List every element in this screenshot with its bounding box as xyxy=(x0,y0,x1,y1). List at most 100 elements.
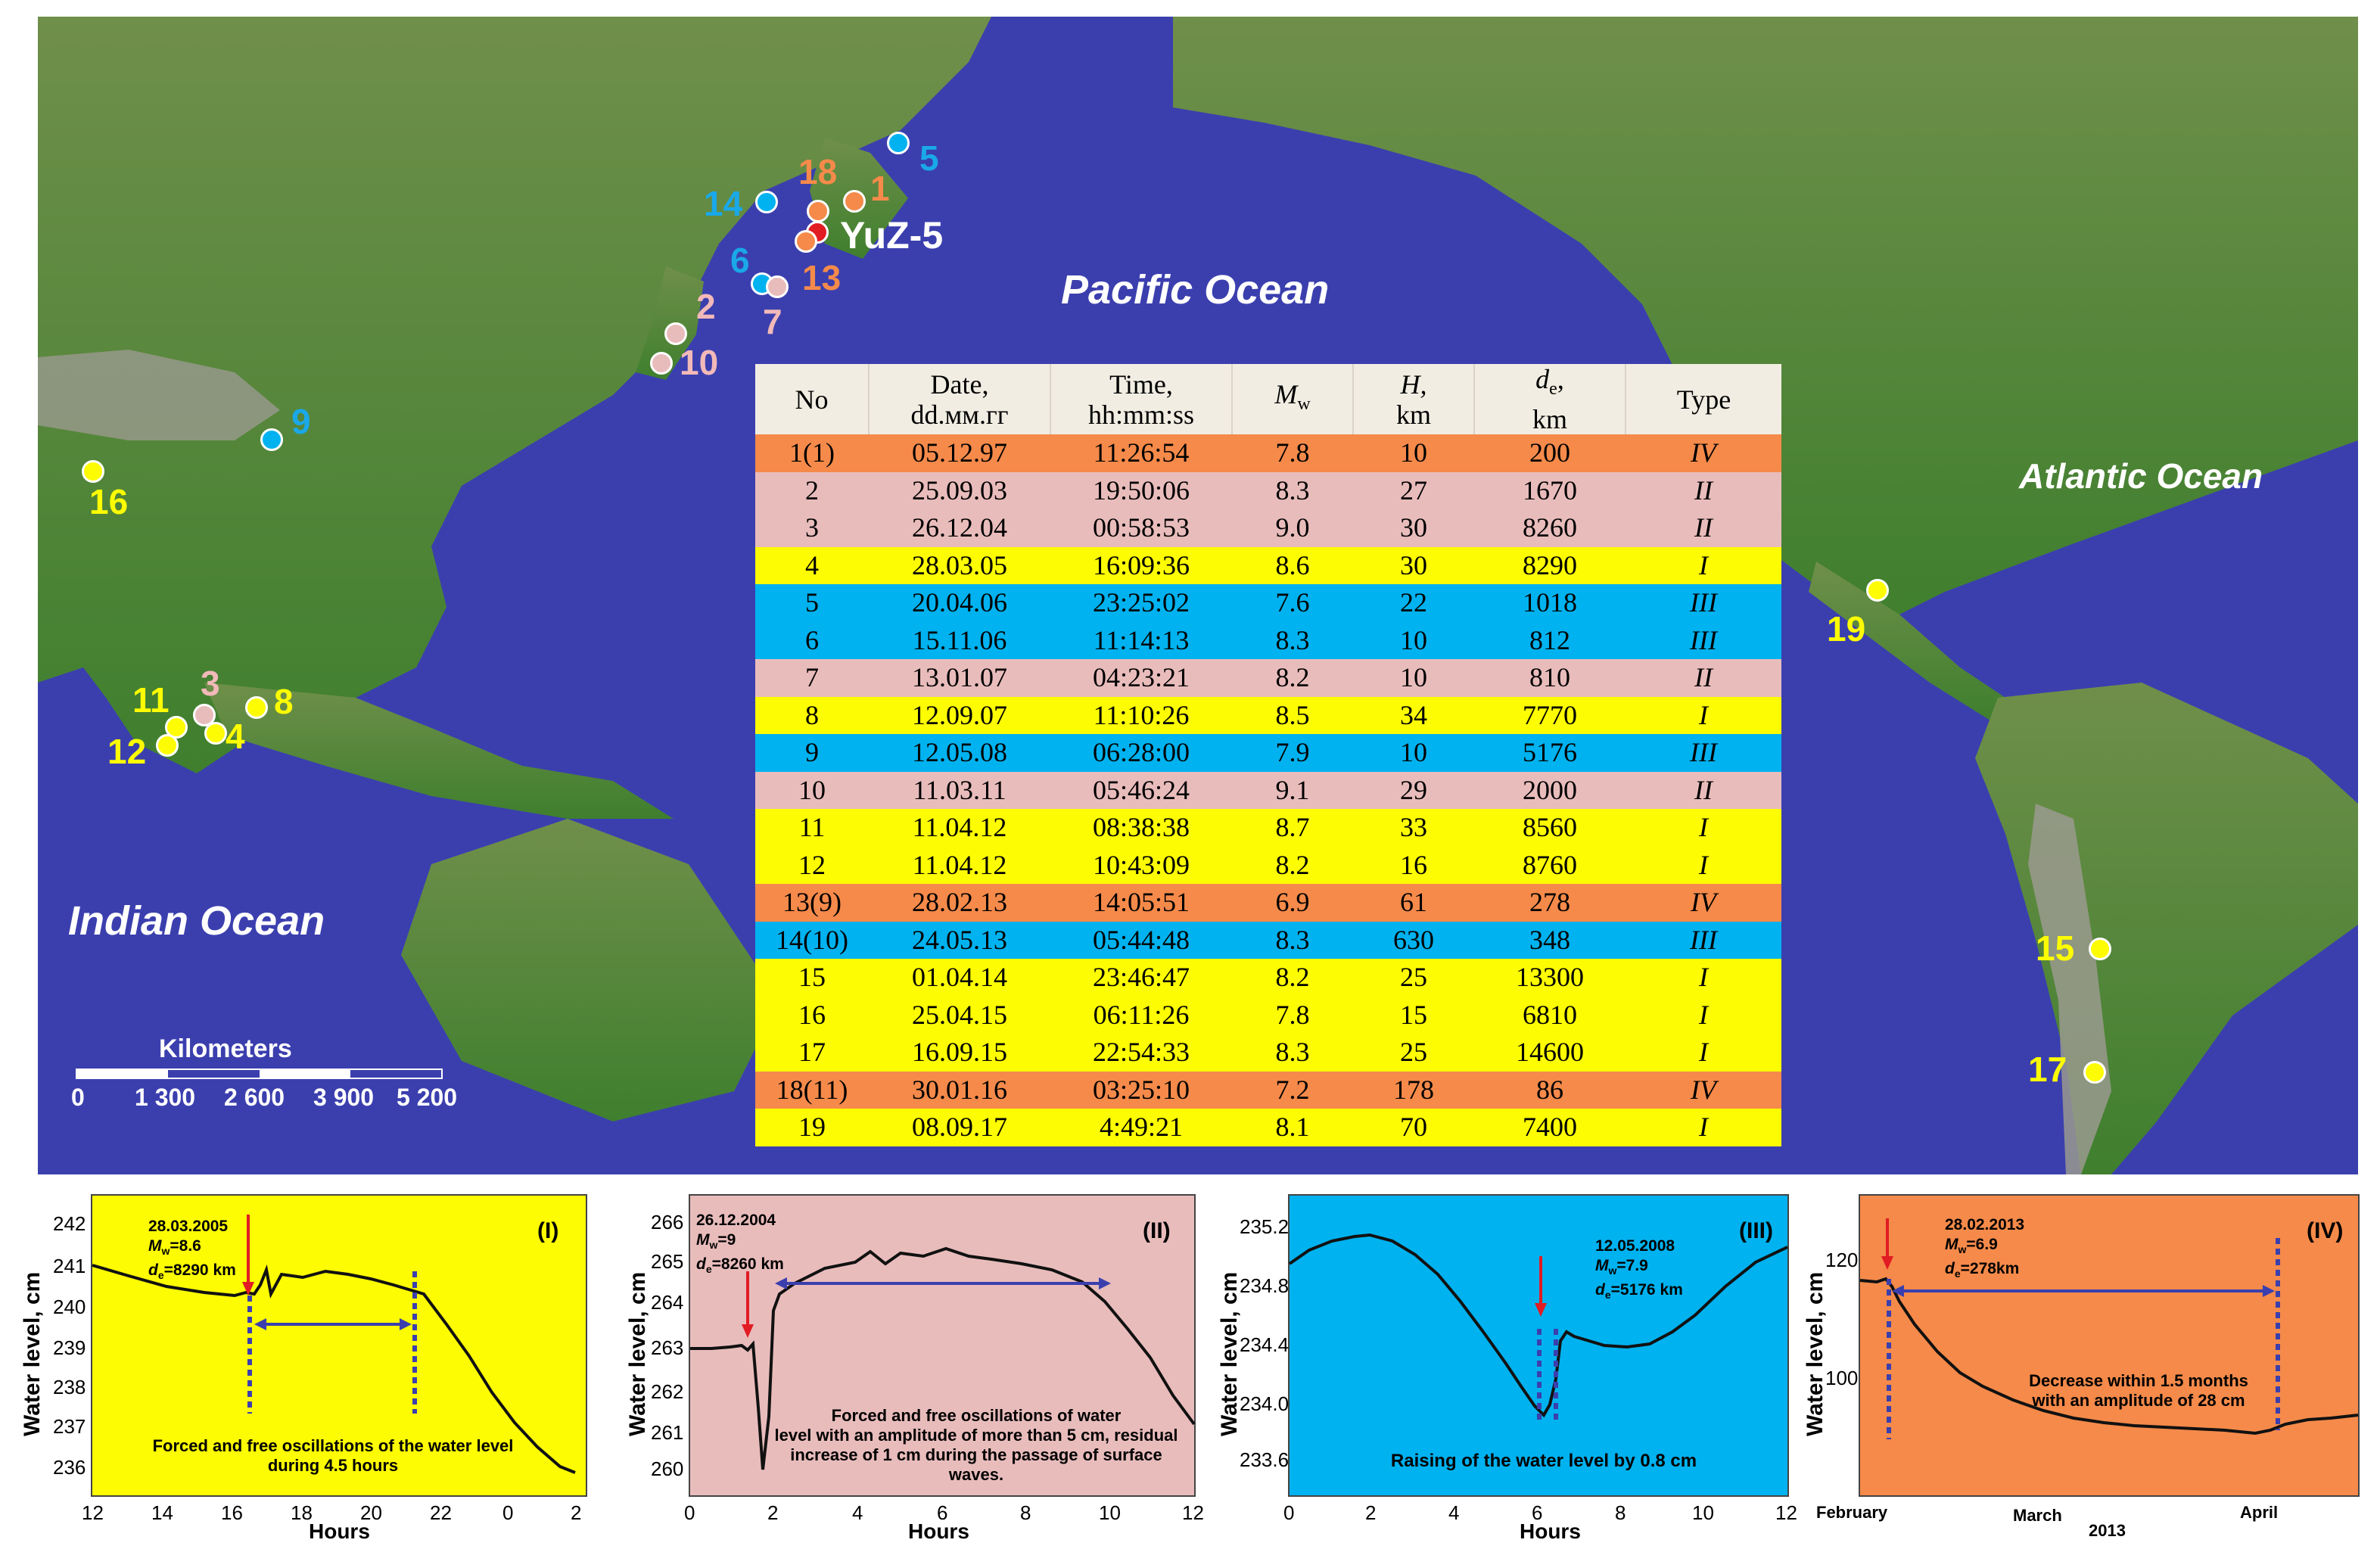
event-marker-19[interactable] xyxy=(1866,579,1889,602)
cell-mw: 8.2 xyxy=(1232,846,1353,885)
event-marker-9[interactable] xyxy=(260,428,283,451)
cell-time: 08:38:38 xyxy=(1050,809,1232,847)
cell-date: 26.12.04 xyxy=(869,509,1050,547)
event-marker-4[interactable] xyxy=(204,722,227,745)
event-label-5: 5 xyxy=(919,138,939,178)
cell-time: 05:46:24 xyxy=(1050,771,1232,810)
highland-region xyxy=(38,350,280,440)
cell-de: 13300 xyxy=(1474,959,1626,997)
y-tick: 241 xyxy=(53,1255,86,1277)
panel-annotation: Forced and free oscillations of the wate… xyxy=(152,1436,514,1475)
y-tick: 240 xyxy=(53,1296,86,1318)
cell-mw: 7.6 xyxy=(1232,584,1353,622)
cell-type: I xyxy=(1626,996,1781,1034)
panel-type-label: (IV) xyxy=(2307,1218,2344,1243)
event-marker-17[interactable] xyxy=(2083,1061,2106,1084)
north-america-landmass xyxy=(1173,17,2358,622)
x-tick: 12 xyxy=(1775,1501,1797,1524)
cell-de: 200 xyxy=(1474,434,1626,472)
indian-ocean-label: Indian Ocean xyxy=(68,898,325,944)
cell-time: 11:26:54 xyxy=(1050,434,1232,472)
quake-arrow-head xyxy=(1881,1256,1893,1270)
landmass-layer xyxy=(38,17,2358,1174)
event-marker-16[interactable] xyxy=(82,460,104,483)
panel-II: Water level, cm 266 265 264 263 262 261 … xyxy=(598,1180,1211,1546)
cell-time: 00:58:53 xyxy=(1050,509,1232,547)
water-level-line xyxy=(690,1246,1196,1470)
water-level-curve xyxy=(690,1246,1196,1470)
cell-type: III xyxy=(1626,621,1781,660)
event-marker-1[interactable] xyxy=(843,190,866,213)
panel-annotation: Forced and free oscillations of water lev… xyxy=(774,1406,1178,1484)
event-marker-14[interactable] xyxy=(755,191,778,213)
x-axis-label: 2013 xyxy=(2089,1521,2126,1540)
panel-type-label: (III) xyxy=(1739,1218,1773,1243)
event-marker-13[interactable] xyxy=(795,230,817,253)
scale-tick: 2 600 xyxy=(224,1084,285,1111)
table-row: 19 08.09.17 4:49:21 8.1 70 7400 I xyxy=(755,1109,1781,1146)
cell-no: 16 xyxy=(755,996,869,1034)
x-tick: 2 xyxy=(1365,1501,1377,1524)
header-time: Time, hh:mm:ss xyxy=(1050,364,1233,435)
event-marker-8[interactable] xyxy=(245,696,268,719)
event-marker-5[interactable] xyxy=(887,132,910,154)
cell-no: 17 xyxy=(755,1034,869,1072)
y-tick: 266 xyxy=(651,1211,684,1233)
cell-h: 34 xyxy=(1353,696,1474,735)
cell-no: 7 xyxy=(755,659,869,697)
cell-time: 19:50:06 xyxy=(1050,471,1232,510)
table-row: 2 25.09.03 19:50:06 8.3 27 1670 II xyxy=(755,471,1781,510)
x-tick: 4 xyxy=(1448,1501,1460,1524)
y-tick: 234.8 xyxy=(1240,1274,1290,1297)
station-label: YuZ-5 xyxy=(840,214,944,257)
y-tick: 262 xyxy=(651,1380,684,1403)
y-tick: 100 xyxy=(1825,1367,1859,1389)
cell-date: 08.09.17 xyxy=(869,1109,1050,1146)
header-h: H, km xyxy=(1353,364,1475,435)
cell-no: 11 xyxy=(755,809,869,847)
x-tick: February xyxy=(1816,1503,1888,1522)
event-marker-10[interactable] xyxy=(650,352,673,375)
x-tick: 6 xyxy=(1532,1501,1543,1524)
cell-h: 630 xyxy=(1353,921,1474,960)
x-tick: 14 xyxy=(151,1501,173,1524)
x-axis-label: Hours xyxy=(309,1520,370,1543)
table-row: 9 12.05.08 06:28:00 7.9 10 5176 III xyxy=(755,734,1781,772)
cell-de: 7770 xyxy=(1474,696,1626,735)
x-tick: 0 xyxy=(1283,1501,1295,1524)
event-marker-12[interactable] xyxy=(156,734,179,757)
y-tick: 260 xyxy=(651,1457,684,1480)
cell-no: 8 xyxy=(755,696,869,735)
cell-mw: 8.1 xyxy=(1232,1109,1353,1146)
event-marker-15[interactable] xyxy=(2089,938,2111,960)
cell-mw: 8.6 xyxy=(1232,546,1353,585)
header-no: No xyxy=(755,364,870,435)
cell-no: 14(10) xyxy=(755,921,869,960)
cell-h: 30 xyxy=(1353,546,1474,585)
scale-bar-title: Kilometers xyxy=(159,1034,292,1063)
table-row: 16 25.04.15 06:11:26 7.8 15 6810 I xyxy=(755,996,1781,1034)
panel-annotation: Raising of the water level by 0.8 cm xyxy=(1390,1451,1697,1471)
water-level-curve xyxy=(1859,1218,2359,1439)
water-level-line xyxy=(92,1264,576,1474)
table-row: 3 26.12.04 00:58:53 9.0 30 8260 II xyxy=(755,509,1781,547)
x-tick: 4 xyxy=(852,1501,863,1524)
event-marker-7[interactable] xyxy=(766,275,789,298)
cell-no: 5 xyxy=(755,584,869,622)
indonesia-landmass xyxy=(204,683,674,819)
cell-de: 8560 xyxy=(1474,809,1626,847)
cell-no: 9 xyxy=(755,734,869,772)
event-marker-18[interactable] xyxy=(807,200,829,222)
event-label-4: 4 xyxy=(226,717,245,756)
cell-h: 16 xyxy=(1353,846,1474,885)
quake-info: 28.02.2013 Mw=6.9 de=278km xyxy=(1945,1216,2025,1280)
cell-no: 19 xyxy=(755,1109,869,1146)
scale-bar: Kilometers 0 1 300 2 600 3 900 5 200 xyxy=(71,1034,457,1111)
plot-frame xyxy=(91,1194,587,1497)
event-marker-2[interactable] xyxy=(664,322,687,345)
water-level-curve xyxy=(92,1215,576,1474)
cell-h: 25 xyxy=(1353,1034,1474,1072)
cell-date: 20.04.06 xyxy=(869,584,1050,622)
y-axis-label: Water level, cm xyxy=(625,1271,650,1436)
event-label-6: 6 xyxy=(730,241,750,280)
